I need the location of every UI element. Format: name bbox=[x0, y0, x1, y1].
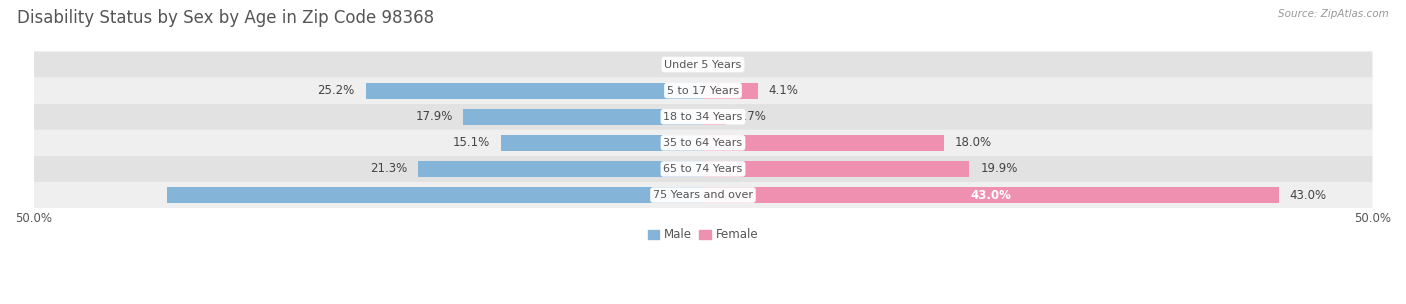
Text: 1.7%: 1.7% bbox=[737, 110, 766, 123]
Text: 75 Years and over: 75 Years and over bbox=[652, 190, 754, 200]
FancyBboxPatch shape bbox=[34, 78, 1372, 104]
Text: 65 to 74 Years: 65 to 74 Years bbox=[664, 164, 742, 174]
Text: 0.0%: 0.0% bbox=[662, 58, 692, 71]
FancyBboxPatch shape bbox=[34, 130, 1372, 156]
Text: Under 5 Years: Under 5 Years bbox=[665, 60, 741, 70]
FancyBboxPatch shape bbox=[34, 104, 1372, 130]
Legend: Male, Female: Male, Female bbox=[643, 223, 763, 246]
Text: 4.1%: 4.1% bbox=[769, 84, 799, 97]
Text: 18.0%: 18.0% bbox=[955, 136, 991, 149]
Bar bbox=[703, 135, 943, 151]
Bar bbox=[366, 83, 703, 99]
Bar bbox=[703, 161, 970, 177]
Bar bbox=[703, 187, 1279, 203]
Text: Source: ZipAtlas.com: Source: ZipAtlas.com bbox=[1278, 9, 1389, 19]
FancyBboxPatch shape bbox=[34, 51, 1372, 78]
Text: 35 to 64 Years: 35 to 64 Years bbox=[664, 138, 742, 148]
Text: Disability Status by Sex by Age in Zip Code 98368: Disability Status by Sex by Age in Zip C… bbox=[17, 9, 434, 27]
Text: 17.9%: 17.9% bbox=[415, 110, 453, 123]
Bar bbox=[501, 135, 703, 151]
Bar bbox=[418, 161, 703, 177]
FancyBboxPatch shape bbox=[34, 156, 1372, 182]
Bar bbox=[703, 109, 725, 125]
FancyBboxPatch shape bbox=[34, 182, 1372, 208]
Bar bbox=[703, 83, 758, 99]
Text: 18 to 34 Years: 18 to 34 Years bbox=[664, 112, 742, 122]
Text: 5 to 17 Years: 5 to 17 Years bbox=[666, 86, 740, 96]
Text: 43.0%: 43.0% bbox=[970, 188, 1011, 202]
Bar bbox=[167, 187, 703, 203]
Text: 19.9%: 19.9% bbox=[980, 162, 1018, 175]
Text: 15.1%: 15.1% bbox=[453, 136, 491, 149]
Text: 25.2%: 25.2% bbox=[318, 84, 354, 97]
Bar bbox=[464, 109, 703, 125]
Text: 0.0%: 0.0% bbox=[714, 58, 744, 71]
Text: 43.0%: 43.0% bbox=[1289, 188, 1327, 202]
Text: 21.3%: 21.3% bbox=[370, 162, 408, 175]
